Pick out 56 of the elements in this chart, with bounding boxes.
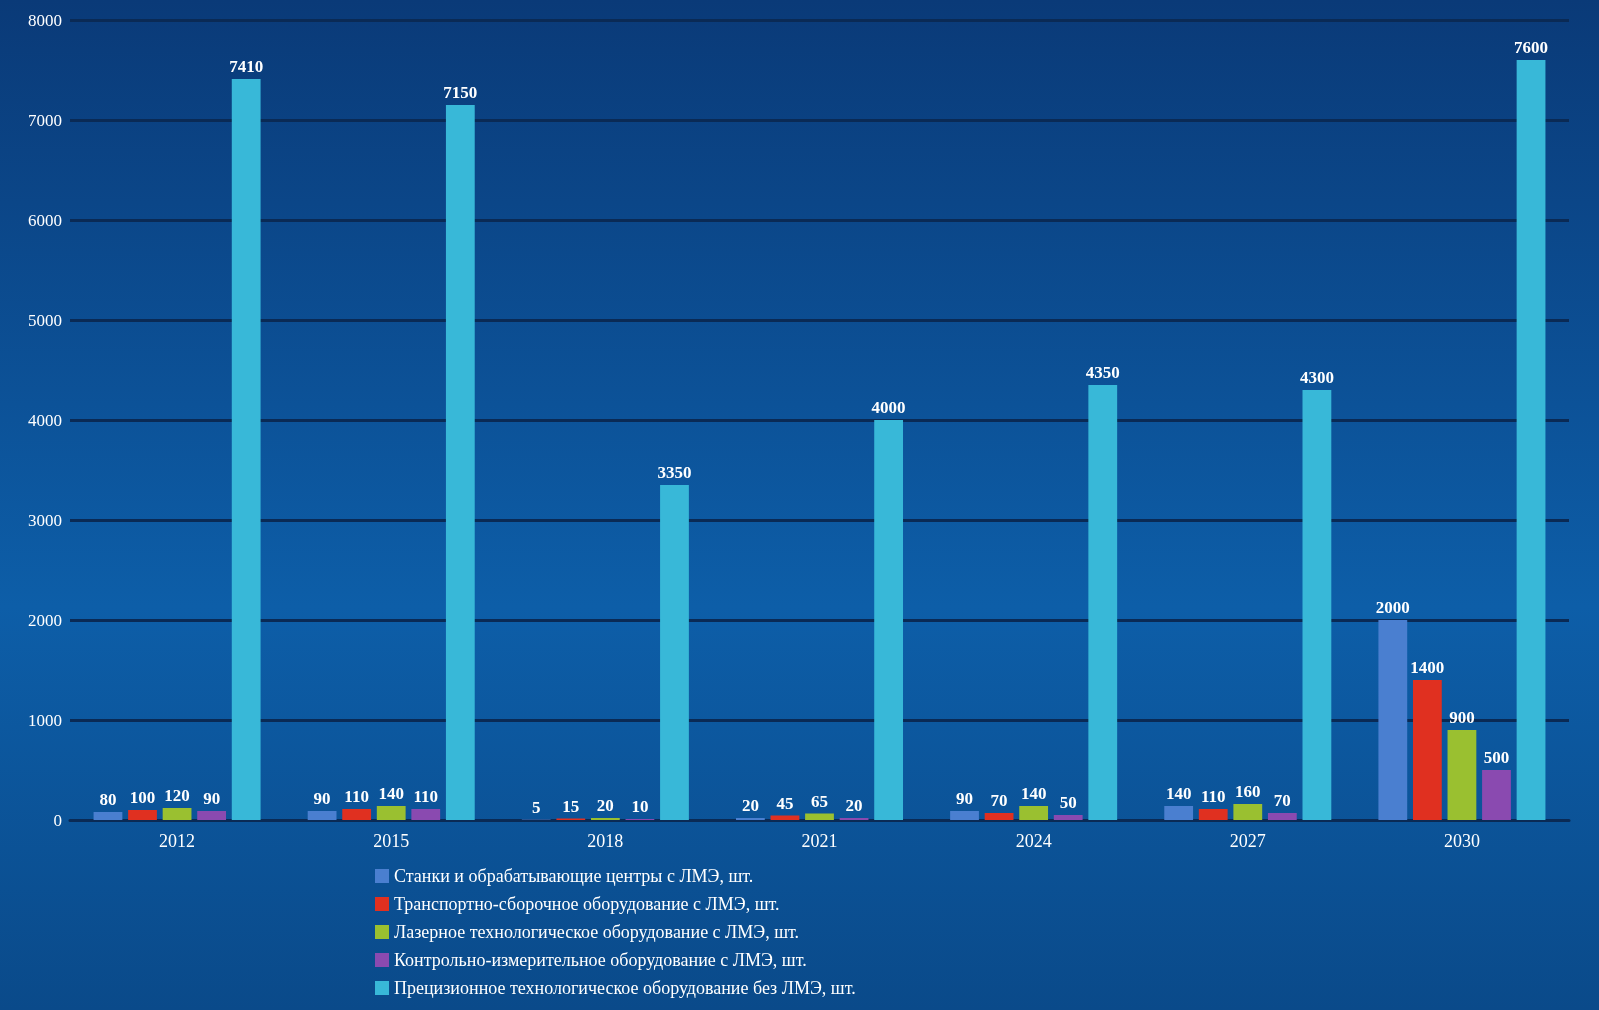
data-label: 900	[1449, 708, 1475, 727]
data-label: 140	[378, 784, 404, 803]
data-label: 65	[811, 791, 828, 811]
data-label: 20	[845, 796, 863, 815]
data-label: 4300	[1299, 368, 1334, 387]
legend-label: Прецизионное технологическое оборудование без ЛМЭ, шт.	[394, 978, 856, 998]
y-tick-label: 1000	[28, 710, 62, 730]
data-label: 5	[531, 797, 541, 817]
data-label: 4000	[871, 398, 906, 417]
data-label: 15	[562, 796, 580, 816]
data-label: 90	[313, 789, 331, 808]
x-tick-label: 2030	[1443, 831, 1480, 851]
data-label: 2000	[1375, 598, 1410, 617]
y-tick-label: 5000	[28, 310, 62, 330]
data-label: 110	[1200, 787, 1226, 806]
data-label: 140	[1165, 784, 1192, 803]
x-tick-label: 2015	[373, 831, 410, 851]
data-label: 4350	[1085, 363, 1120, 382]
x-tick-label: 2012	[159, 831, 196, 851]
data-label: 50	[1059, 793, 1077, 812]
y-tick-label: 7000	[28, 110, 62, 130]
y-tick-label: 2000	[28, 610, 62, 630]
data-label: 10	[631, 797, 649, 816]
data-label: 90	[956, 789, 974, 808]
legend-label: Контрольно-измерительное оборудование с ЛМЭ, шт.	[394, 950, 807, 970]
legend-label: Транспортно-сборочное оборудование с ЛМЭ, шт.	[394, 894, 780, 914]
x-tick-label: 2018	[587, 831, 624, 851]
data-label: 20	[596, 796, 614, 815]
data-label: 7150	[443, 83, 478, 102]
data-label: 120	[164, 786, 190, 805]
legend-label: Лазерное технологическое оборудование с ЛМЭ, шт.	[394, 922, 800, 942]
data-label: 110	[413, 787, 439, 806]
y-tick-label: 3000	[28, 510, 62, 530]
data-label: 110	[344, 787, 369, 806]
data-label: 90	[203, 789, 221, 808]
data-label: 80	[99, 790, 117, 809]
x-tick-label: 2024	[1015, 831, 1052, 851]
data-label: 20	[741, 796, 759, 815]
data-label: 500	[1483, 748, 1510, 767]
data-label: 1400	[1410, 658, 1445, 677]
y-tick-label: 4000	[28, 410, 62, 430]
y-tick-label: 8000	[28, 10, 62, 30]
data-label: 70	[1273, 791, 1291, 810]
x-tick-label: 2021	[801, 831, 838, 851]
data-label: 7600	[1514, 38, 1549, 57]
data-label: 7410	[229, 57, 264, 76]
data-label: 140	[1020, 784, 1047, 803]
legend-label: Станки и обрабатывающие центры с ЛМЭ, шт.	[394, 866, 754, 886]
x-tick-label: 2027	[1229, 831, 1266, 851]
data-label: 45	[776, 793, 794, 813]
data-label: 70	[990, 791, 1008, 810]
y-tick-label: 0	[53, 810, 62, 830]
y-tick-label: 6000	[28, 210, 62, 230]
data-label: 160	[1235, 782, 1261, 801]
data-label: 100	[129, 788, 156, 807]
data-label: 3350	[657, 463, 692, 482]
